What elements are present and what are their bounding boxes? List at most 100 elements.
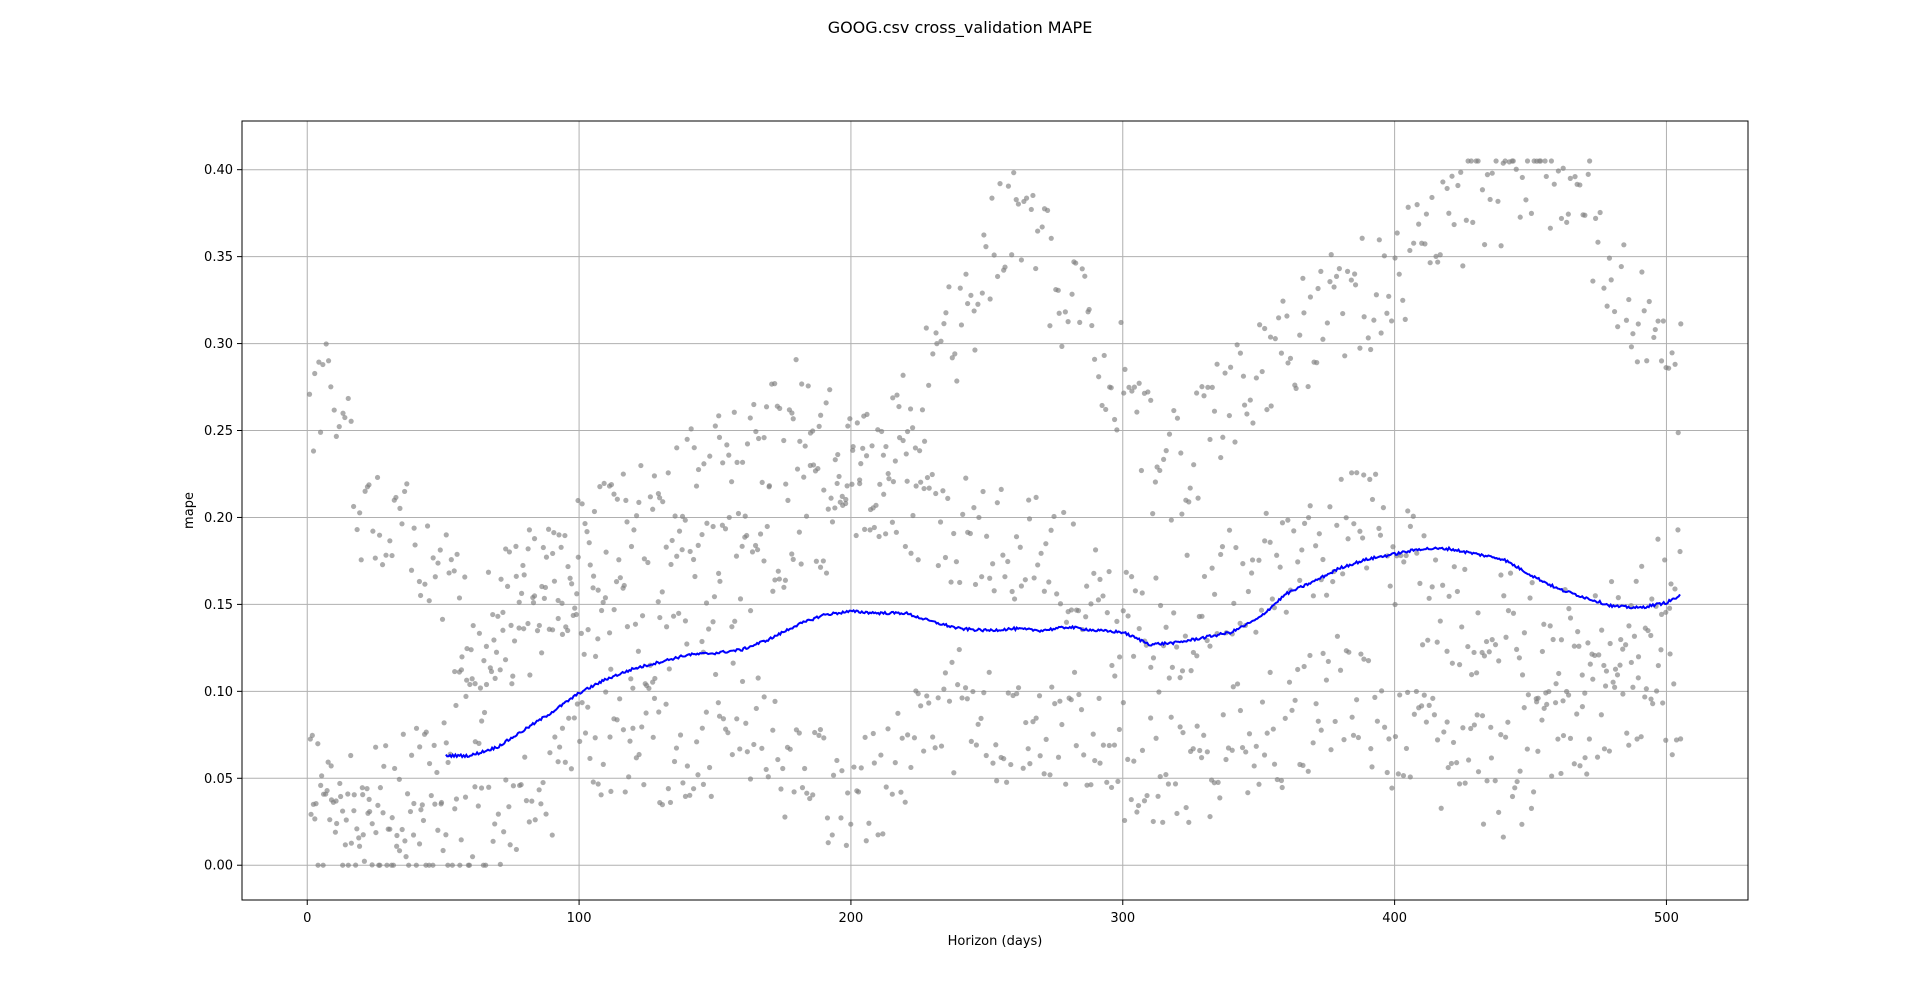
scatter-point xyxy=(1300,762,1306,769)
y-tick-label: 0.25 xyxy=(204,424,233,439)
scatter-point xyxy=(1272,336,1278,342)
scatter-point xyxy=(1092,757,1098,764)
scatter-point xyxy=(1584,771,1590,777)
scatter-point xyxy=(310,448,317,454)
scatter-point xyxy=(1374,718,1380,724)
scatter-point xyxy=(967,530,973,537)
scatter-point xyxy=(1059,343,1065,349)
scatter-point xyxy=(586,540,592,546)
scatter-point xyxy=(1161,456,1167,463)
scatter-point xyxy=(1033,265,1039,272)
scatter-point xyxy=(518,590,525,596)
scatter-point xyxy=(1073,260,1079,266)
scatter-point xyxy=(552,734,558,740)
scatter-point xyxy=(475,803,481,809)
scatter-point xyxy=(1421,533,1427,539)
scatter-point xyxy=(521,626,527,632)
scatter-point xyxy=(542,584,549,591)
scatter-point xyxy=(504,583,511,589)
scatter-point xyxy=(578,630,584,636)
scatter-point xyxy=(1000,552,1006,558)
scatter-point xyxy=(1618,636,1624,643)
scatter-point xyxy=(1300,275,1306,281)
scatter-point xyxy=(1076,691,1082,698)
scatter-point xyxy=(937,519,944,525)
scatter-point xyxy=(1623,642,1629,648)
scatter-point xyxy=(945,495,951,501)
scatter-point xyxy=(878,752,884,758)
scatter-point xyxy=(369,862,375,868)
scatter-point xyxy=(1096,374,1102,380)
scatter-point xyxy=(729,751,735,758)
scatter-point xyxy=(1509,793,1516,800)
scatter-point xyxy=(373,829,379,836)
scatter-point xyxy=(807,795,813,802)
scatter-point xyxy=(1455,182,1461,189)
scatter-point xyxy=(1259,368,1265,375)
scatter-point xyxy=(1077,319,1083,326)
scatter-point xyxy=(684,641,690,647)
scatter-point xyxy=(1030,192,1036,199)
scatter-point xyxy=(472,681,478,687)
scatter-point xyxy=(1191,462,1197,468)
x-tick-label: 0 xyxy=(303,911,311,926)
mape-scatter-series xyxy=(306,158,1684,868)
scatter-point xyxy=(912,445,919,451)
scatter-point xyxy=(742,513,748,519)
scatter-point xyxy=(1228,364,1234,370)
scatter-point xyxy=(1489,170,1495,176)
scatter-point xyxy=(1592,593,1598,599)
scatter-point xyxy=(1310,740,1316,746)
scatter-point xyxy=(659,802,666,808)
scatter-point xyxy=(1459,624,1465,630)
scatter-point xyxy=(616,557,622,563)
scatter-point xyxy=(1269,596,1275,602)
scatter-point xyxy=(1351,521,1357,527)
scatter-point xyxy=(1454,588,1460,595)
scatter-point xyxy=(376,532,383,538)
scatter-point xyxy=(1671,681,1677,687)
scatter-point xyxy=(1630,331,1636,337)
scatter-point xyxy=(968,738,974,744)
scatter-point xyxy=(717,578,723,584)
scatter-point xyxy=(1177,724,1183,730)
scatter-point xyxy=(964,696,970,702)
scatter-point xyxy=(492,675,498,681)
scatter-point xyxy=(921,485,927,492)
scatter-point xyxy=(684,763,690,769)
scatter-point xyxy=(880,452,887,458)
scatter-point xyxy=(1334,633,1341,639)
scatter-point xyxy=(1528,210,1535,216)
scatter-point xyxy=(1628,659,1634,666)
scatter-point xyxy=(457,862,463,868)
scatter-point xyxy=(374,474,381,481)
scatter-point xyxy=(1655,662,1661,669)
scatter-point xyxy=(1431,712,1438,718)
scatter-point xyxy=(369,821,375,827)
scatter-point xyxy=(1073,743,1079,749)
scatter-point xyxy=(798,561,804,567)
scatter-point xyxy=(1160,819,1166,825)
scatter-point xyxy=(778,786,784,792)
scatter-point xyxy=(601,480,607,487)
scatter-point xyxy=(1263,510,1269,516)
scatter-point xyxy=(331,407,337,413)
scatter-point xyxy=(1314,360,1320,366)
scatter-point xyxy=(930,734,936,740)
scatter-point xyxy=(857,477,863,483)
scatter-point xyxy=(1209,384,1215,390)
scatter-point xyxy=(949,355,955,361)
scatter-point xyxy=(843,496,849,503)
scatter-point xyxy=(737,746,743,752)
scatter-point xyxy=(1207,643,1213,649)
scatter-point xyxy=(1510,158,1516,164)
scatter-point xyxy=(1079,266,1085,272)
scatter-point xyxy=(957,285,963,291)
scatter-point xyxy=(1628,344,1635,350)
scatter-point xyxy=(445,862,451,868)
scatter-point xyxy=(555,597,561,604)
scatter-point xyxy=(1449,173,1455,179)
scatter-point xyxy=(1547,225,1553,231)
scatter-point xyxy=(1577,182,1583,188)
scatter-point xyxy=(1558,637,1565,643)
